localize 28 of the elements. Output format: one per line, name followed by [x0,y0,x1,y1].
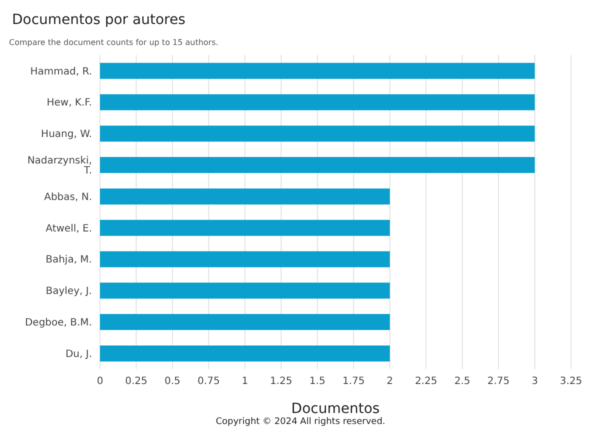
y-tick-label: Hew, K.F. [46,98,92,109]
y-tick-label: Nadarzynski, T. [27,155,92,176]
y-tick-label: Du, J. [65,348,92,360]
x-tick-label: 2 [386,376,394,388]
text: Copyright © 2024 All rights reserved. [214,417,386,427]
y-tick-label: Degboe, B.M. [24,317,92,328]
x-tick-label: 3.25 [560,376,582,388]
y-tick-label: Bahja, M. [46,254,92,266]
x-tick-label: 1.75 [342,376,365,388]
x-tick-label: 1.5 [309,376,326,388]
x-axis-title: Documentos [291,401,380,417]
x-tick-label: 0.5 [164,376,180,388]
x-tick-label: 0 [96,376,104,388]
y-tick-label: Huang, W. [41,129,92,140]
chart-title: Documentos por autores [11,11,186,28]
x-tick-label: 2.75 [487,376,510,388]
x-tick-label: 0.25 [125,376,148,388]
y-tick-label: Abbas, N. [44,192,92,203]
x-tick-label: 1 [242,376,248,388]
chart-subtitle: Compare the document counts for up to 15 authors. [8,37,220,47]
y-tick-label: Bayley, J. [46,286,92,298]
x-tick-label: 2.5 [454,376,470,388]
x-tick-label: 0.75 [198,376,220,388]
x-tick-label: 1.25 [270,376,292,388]
x-tick-label: 3 [532,376,538,388]
y-tick-label: Atwell, E. [46,223,92,234]
y-tick-label: Hammad, R. [30,66,92,78]
x-tick-label: 2.25 [414,376,438,388]
